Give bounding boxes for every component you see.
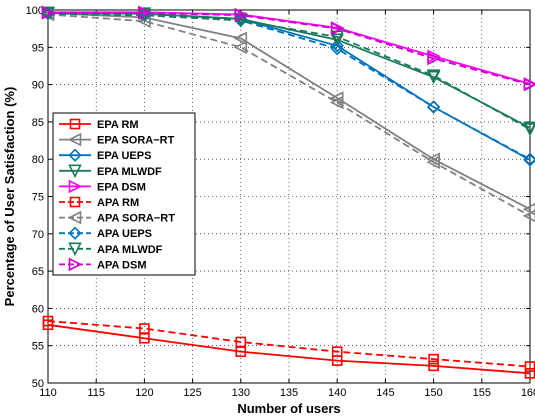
legend-marker [69, 196, 81, 208]
x-tick-label: 160 [521, 387, 535, 399]
series-line [47, 13, 531, 217]
axis-ticks: 110 115 120 125 130 135 140 145 150 155 160 50 55 60 6… [26, 5, 535, 399]
x-tick-label: 150 [424, 387, 442, 399]
data-point [428, 353, 439, 365]
data-point [233, 40, 248, 55]
legend-label: APA RM [97, 197, 139, 209]
data-point [428, 360, 439, 372]
data-point [330, 39, 344, 53]
legend-marker [67, 210, 82, 225]
legend-label: EPA SORA−RT [97, 135, 175, 147]
x-tick-label: 155 [473, 387, 491, 399]
legend-entry: EPA MLWDF [59, 164, 162, 179]
data-point [330, 21, 345, 36]
series-layer [40, 5, 535, 379]
x-tick-label: 125 [183, 387, 201, 399]
y-tick-label: 65 [32, 266, 44, 278]
legend-marker [67, 132, 82, 147]
data-point [330, 42, 344, 56]
legend-entry: EPA RM [59, 118, 139, 131]
y-tick-label: 60 [32, 303, 44, 315]
x-tick-label: 115 [87, 387, 105, 399]
x-axis-label: Number of users [237, 401, 340, 416]
data-point [522, 209, 535, 223]
data-point [329, 95, 344, 110]
series-line [47, 12, 531, 210]
data-point [41, 6, 56, 20]
legend-entry: EPA SORA−RT [59, 132, 175, 147]
series-6 [40, 7, 535, 223]
legend-entry: APA UEPS [59, 226, 152, 240]
y-axis-label: Percentage of User Satisfaction (%) [2, 87, 17, 307]
data-point [523, 123, 535, 137]
data-point [427, 51, 441, 66]
legend-marker [68, 257, 83, 272]
legend-label: EPA MLWDF [97, 166, 162, 178]
x-tick-label: 145 [376, 387, 394, 399]
y-tick-label: 50 [32, 378, 44, 390]
series-line [47, 320, 531, 368]
legend-marker [68, 148, 82, 162]
legend-marker [68, 226, 82, 240]
x-tick-label: 110 [39, 387, 57, 399]
legend-marker [68, 242, 82, 257]
legend-label: EPA RM [97, 119, 139, 131]
legend-marker [68, 164, 82, 179]
y-tick-label: 80 [32, 154, 44, 166]
x-tick-label: 135 [280, 387, 298, 399]
legend-marker [69, 118, 81, 130]
x-tick-label: 120 [135, 387, 153, 399]
legend-entry: EPA UEPS [59, 148, 151, 162]
series-line [47, 323, 531, 375]
legend-label: EPA UEPS [97, 150, 151, 162]
legend-entry: APA RM [59, 196, 139, 209]
legend-label: APA MLWDF [97, 244, 163, 256]
series-0 [42, 319, 535, 379]
y-tick-label: 85 [32, 117, 44, 129]
legend-label: APA DSM [97, 259, 147, 271]
data-point [523, 152, 535, 166]
series-9 [41, 6, 535, 92]
data-point [139, 323, 150, 334]
y-tick-label: 90 [32, 80, 44, 92]
legend-entry: APA MLWDF [59, 242, 163, 257]
data-point [331, 346, 343, 357]
legend: EPA RM EPA SORA−RT EPA UEPS EPA MLWDF EPA DS… [52, 112, 196, 276]
data-point [42, 315, 54, 327]
legend-marker [68, 179, 83, 194]
data-point [138, 6, 152, 20]
y-tick-label: 55 [32, 341, 44, 353]
legend-label: APA UEPS [97, 228, 152, 240]
data-point [426, 69, 441, 83]
data-point [234, 8, 249, 23]
x-tick-label: 130 [232, 387, 250, 399]
y-tick-label: 100 [26, 5, 44, 17]
x-tick-label: 140 [328, 387, 346, 399]
data-point [426, 100, 441, 114]
data-point [426, 155, 440, 169]
data-point [137, 14, 151, 28]
data-point [233, 31, 248, 46]
data-point [523, 77, 535, 92]
series-line [47, 12, 531, 131]
data-point [330, 33, 344, 48]
data-point [235, 336, 247, 348]
data-point [522, 203, 535, 216]
legend-entry: APA DSM [59, 257, 147, 272]
legend-entry: APA SORA−RT [59, 210, 175, 225]
legend-entry: EPA DSM [59, 179, 146, 194]
y-tick-label: 75 [32, 192, 44, 204]
legend-label: EPA DSM [97, 181, 146, 193]
legend-label: APA SORA−RT [97, 213, 175, 225]
y-tick-label: 95 [32, 42, 44, 54]
series-line [48, 12, 531, 86]
y-tick-label: 70 [32, 229, 44, 241]
